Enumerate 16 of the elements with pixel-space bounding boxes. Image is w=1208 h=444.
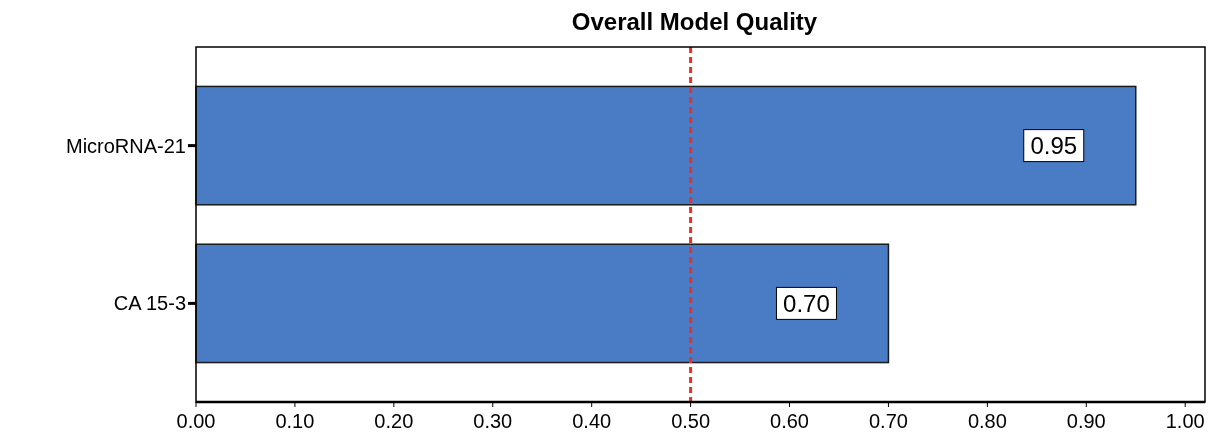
x-tick-label: 0.60 <box>770 410 809 432</box>
x-tick-label: 1.00 <box>1165 410 1205 432</box>
x-tick-label: 0.70 <box>868 410 908 432</box>
x-tick-label: 0.10 <box>275 410 315 432</box>
x-tick-label: 0.30 <box>473 410 513 432</box>
y-tick-label: MicroRNA-21 <box>65 134 186 157</box>
x-tick-label: 0.00 <box>176 410 216 432</box>
x-tick-label: 0.80 <box>967 410 1007 432</box>
data-label: 0.95 <box>1030 132 1078 160</box>
data-label: 0.70 <box>783 289 830 317</box>
x-tick-label: 0.20 <box>374 410 414 432</box>
y-tick-label: CA 15-3 <box>113 292 186 315</box>
x-tick-label: 0.50 <box>671 410 711 432</box>
x-tick-label: 0.90 <box>1066 410 1106 432</box>
chart-title: Overall Model Quality <box>571 8 818 35</box>
x-tick-label: 0.40 <box>572 410 612 432</box>
